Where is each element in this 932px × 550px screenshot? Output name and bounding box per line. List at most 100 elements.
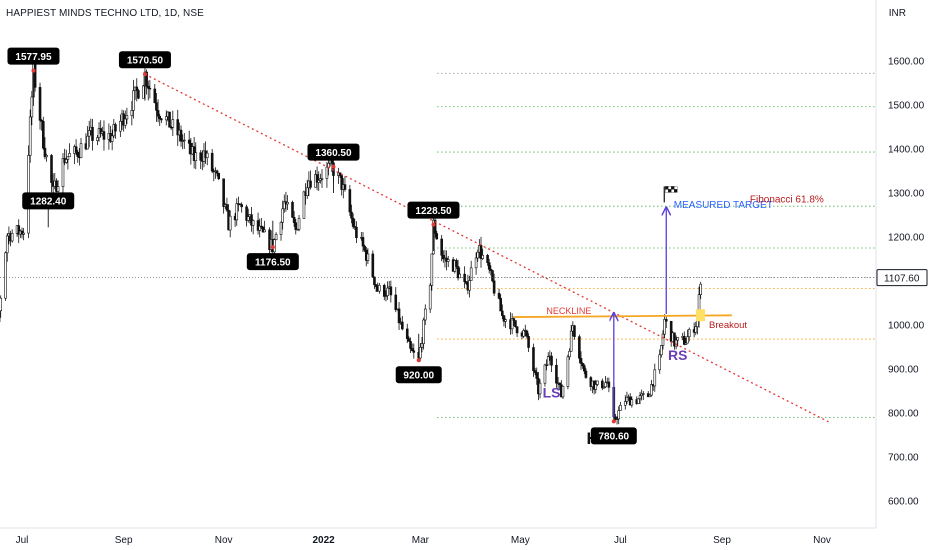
y-tick-label: 1600.00 (888, 57, 925, 68)
candle (384, 295, 388, 297)
price-callout-box[interactable] (118, 51, 171, 69)
candle (137, 90, 140, 99)
candle (545, 364, 548, 367)
candle (125, 115, 129, 120)
candle (33, 61, 37, 88)
candle (42, 121, 45, 149)
candle (389, 286, 393, 296)
candle (514, 320, 517, 328)
candle (510, 318, 514, 330)
pivot-dot (611, 419, 616, 424)
checkered-flag-icon (663, 186, 678, 203)
candle (10, 233, 14, 242)
candle (366, 253, 370, 261)
candle (555, 364, 558, 384)
x-tick-label: Jul (614, 535, 627, 546)
candle (205, 152, 209, 159)
candle (378, 284, 381, 292)
candle (491, 270, 494, 282)
candle (74, 146, 78, 153)
candle (428, 285, 432, 310)
candle (617, 410, 621, 420)
candle (371, 253, 375, 278)
price-callout-box[interactable] (7, 47, 60, 65)
candle (361, 237, 365, 247)
candle (504, 319, 507, 322)
candle (464, 281, 468, 284)
candle (40, 120, 43, 122)
candle (76, 151, 80, 157)
candle (653, 369, 657, 387)
candle (674, 339, 678, 347)
candle (419, 346, 422, 359)
candle (327, 163, 330, 168)
candle (623, 401, 627, 406)
candle (250, 214, 253, 226)
x-tick-label: Jul (16, 535, 29, 546)
last-price-text: 1107.60 (884, 273, 920, 284)
candle (489, 268, 493, 271)
candle (699, 283, 702, 295)
pivot-dot (416, 358, 421, 363)
candle (487, 262, 491, 270)
price-callout-text: 1228.50 (415, 206, 452, 217)
pattern-label-rs: RS (668, 347, 687, 363)
candle (382, 284, 386, 297)
y-tick-label: 600.00 (888, 497, 919, 508)
candle (246, 216, 250, 221)
candle (501, 310, 504, 316)
candle (573, 325, 576, 337)
x-tick-label: Sep (115, 535, 133, 546)
candle (119, 120, 122, 132)
candle (55, 180, 58, 192)
candle (522, 330, 525, 337)
candle (158, 115, 162, 120)
candle (479, 245, 483, 259)
price-callout-text: 920.00 (403, 370, 434, 381)
candle (582, 365, 586, 372)
candle (194, 152, 198, 161)
candle (256, 220, 260, 231)
price-callout-box[interactable] (407, 201, 460, 219)
candle (355, 226, 358, 239)
candle (578, 336, 581, 359)
candle (532, 347, 535, 371)
candle (30, 96, 34, 118)
price-callout-box[interactable] (395, 366, 442, 384)
candle (410, 348, 414, 352)
price-callout-text: 1176.50 (255, 257, 291, 268)
candle (430, 253, 434, 286)
candle (123, 118, 127, 126)
candle (4, 252, 7, 299)
candle (615, 418, 619, 420)
candle (420, 343, 424, 348)
candle (28, 116, 32, 156)
candle (676, 337, 680, 341)
candle (422, 319, 425, 344)
candle (114, 124, 117, 132)
price-callout-box[interactable] (590, 427, 637, 445)
y-tick-label: 1400.00 (888, 145, 925, 156)
candle (558, 382, 562, 386)
candle (363, 245, 366, 251)
price-callout-box[interactable] (246, 253, 299, 271)
candle (374, 284, 378, 287)
candle (458, 273, 462, 279)
candle (155, 102, 158, 111)
candle (486, 255, 489, 263)
candle (181, 140, 184, 142)
price-callout-box[interactable] (307, 143, 360, 161)
candle (79, 143, 83, 159)
price-callout-box[interactable] (22, 192, 75, 210)
neckline[interactable] (513, 314, 732, 318)
candle (292, 216, 296, 223)
currency-label: INR (888, 8, 906, 19)
candle (373, 276, 376, 286)
candle (535, 372, 539, 379)
candle (279, 221, 283, 235)
candle (397, 308, 401, 324)
price-callouts: 1577.95 1282.40 1570.50 1176.50 1360.50 920.0… (7, 47, 637, 445)
candle (258, 225, 262, 231)
